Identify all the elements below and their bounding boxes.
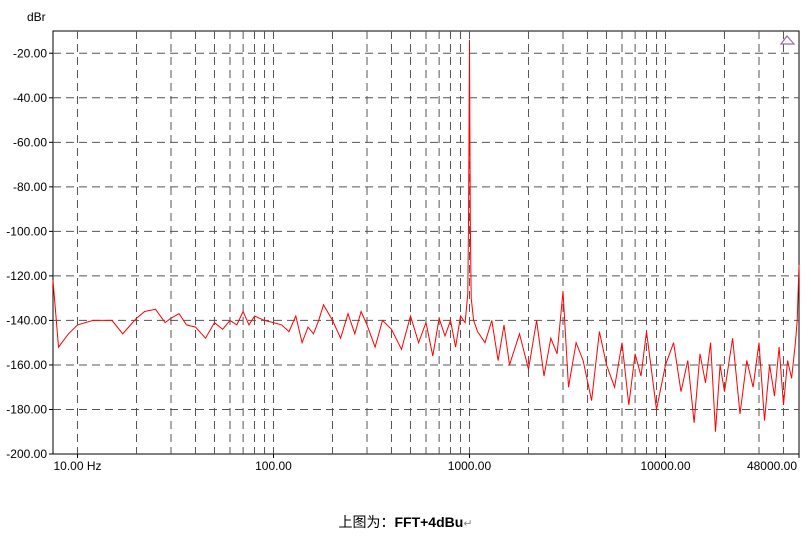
y-tick-label: -100.00 — [6, 224, 47, 238]
y-axis-unit-label: dBr — [27, 10, 46, 24]
fft-trace-line — [52, 39, 800, 432]
y-tick-label: -140.00 — [6, 313, 47, 327]
x-tick-label: 10000.00 — [640, 459, 690, 473]
caption-title: FFT+4dBu — [394, 514, 464, 530]
y-tick-label: -200.00 — [6, 447, 47, 461]
y-tick-label: -20.00 — [13, 46, 47, 60]
triangle-marker-icon[interactable] — [779, 35, 796, 45]
caption-prefix: 上图为： — [338, 514, 395, 530]
y-tick-label: -40.00 — [13, 91, 47, 105]
y-tick-label: -80.00 — [13, 180, 47, 194]
y-tick-label: -160.00 — [6, 358, 47, 372]
x-tick-label: 1000.00 — [448, 459, 492, 473]
x-tick-label: 48000.00 — [747, 459, 797, 473]
trace-layer — [52, 39, 800, 432]
y-tick-label: -180.00 — [6, 402, 47, 416]
y-tick-label: -120.00 — [6, 269, 47, 283]
x-tick-label: 100.00 — [255, 459, 292, 473]
y-tick-label: -60.00 — [13, 135, 47, 149]
grid-layer — [53, 31, 799, 454]
figure-caption: 上图为：FFT+4dBu↵ — [0, 512, 811, 532]
y-axis-ticks: -20.00 -40.00 -60.00 -80.00 -100.00 -120.00 -1… — [6, 46, 53, 461]
x-tick-label: 10.00 Hz — [53, 459, 101, 473]
x-axis-ticks: 10.00 Hz 100.00 1000.00 10000.00 48000.00 — [53, 454, 800, 473]
fft-chart: -20.00 -40.00 -60.00 -80.00 -100.00 -120.00 -1… — [6, 10, 800, 473]
return-mark-icon: ↵ — [463, 518, 473, 530]
